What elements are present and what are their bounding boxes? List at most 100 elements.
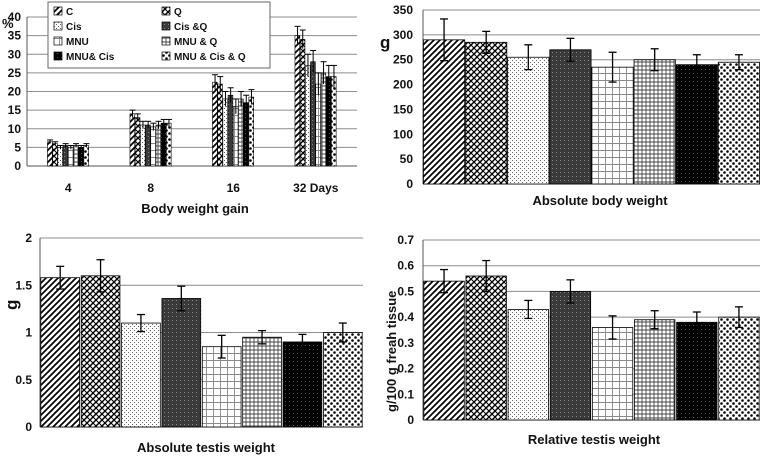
atw-x-axis-label: Absolute testis weight — [137, 440, 276, 455]
gain-y-axis-label: % — [2, 16, 14, 31]
rtw-bar — [507, 309, 549, 421]
gain-bar — [62, 145, 69, 167]
gain-ytick-label: 25 — [8, 66, 22, 80]
rtw-bar — [591, 327, 634, 421]
abw-bar — [675, 64, 718, 185]
gain-ytick-label: 40 — [8, 10, 22, 24]
gain-bar — [47, 141, 53, 167]
gain-bar — [299, 39, 306, 167]
abw-ytick-label: 150 — [393, 102, 413, 116]
abw-ytick-label: 200 — [393, 78, 413, 92]
gain-bar — [155, 124, 162, 167]
abw-bar — [549, 49, 592, 185]
gain-bar — [160, 122, 167, 167]
gain-category-label: 8 — [147, 181, 154, 195]
atw-bar — [323, 332, 363, 428]
atw-ytick-label: 1.5 — [15, 278, 32, 292]
rtw-ytick-label: 0.1 — [397, 387, 414, 401]
abw-ytick-label: 300 — [393, 28, 413, 42]
gain-ytick-label: 20 — [8, 85, 22, 99]
abw-ytick-label: 100 — [393, 127, 413, 141]
atw-bar — [121, 322, 161, 428]
gain-bar — [310, 61, 316, 167]
atw-y-axis-label: g — [2, 300, 21, 310]
abw-bar — [591, 66, 634, 185]
gain-bar — [243, 102, 249, 167]
gain-legend-box — [47, 1, 271, 69]
gain-bar — [325, 76, 332, 167]
gain-legend-label: MNU — [66, 37, 89, 48]
gain-legend-swatch — [161, 6, 171, 16]
gain-bar — [73, 145, 79, 167]
rtw-bar — [465, 275, 507, 421]
gain-ytick-label: 10 — [8, 122, 22, 136]
gain-bar — [166, 122, 172, 167]
gain-category-label: 32 Days — [293, 181, 339, 195]
rtw-ytick-label: 0.4 — [397, 310, 414, 324]
atw-bar — [242, 336, 282, 428]
rtw-ytick-label: 0.2 — [397, 362, 414, 376]
gain-legend-swatch — [161, 21, 171, 31]
gain-bar — [145, 124, 151, 167]
atw-ytick-label: 0 — [25, 420, 32, 434]
rtw-ytick-label: 0.3 — [397, 336, 414, 350]
abw-ytick-label: 50 — [400, 152, 414, 166]
gain-bar — [67, 147, 74, 167]
abw-x-axis-label: Absolute body weight — [532, 193, 668, 208]
gain-bar — [140, 124, 146, 167]
gain-bar — [217, 83, 223, 167]
gain-legend-swatch — [161, 36, 171, 46]
gain-bar — [52, 143, 58, 167]
atw-ytick-label: 0.5 — [15, 373, 32, 387]
gain-bar — [238, 98, 244, 167]
gain-bar — [331, 76, 337, 167]
gain-ytick-label: 0 — [14, 159, 21, 173]
gain-x-axis-label: Body weight gain — [141, 201, 249, 216]
gain-bar — [248, 96, 254, 167]
gain-legend-label: MNU & Cis & Q — [174, 52, 246, 63]
rtw-ytick-label: 0.7 — [397, 233, 414, 247]
rtw-bar — [676, 321, 718, 421]
gain-legend-swatch — [53, 36, 63, 46]
abw-bar — [507, 56, 550, 185]
abw-bar — [633, 59, 676, 185]
gain-bar — [315, 83, 321, 167]
gain-category-label: 4 — [65, 181, 72, 195]
rtw-ytick-label: 0 — [407, 413, 414, 427]
gain-legend-swatch — [53, 51, 63, 61]
gain-legend-label: MNU & Q — [174, 37, 218, 48]
gain-legend-label: Cis &Q — [174, 22, 208, 33]
rtw-ytick-label: 0.5 — [397, 284, 414, 298]
rtw-bar — [718, 316, 760, 421]
rtw-bar — [423, 280, 465, 421]
atw-bar — [80, 275, 121, 428]
atw-ytick-label: 2 — [25, 231, 32, 245]
gain-ytick-label: 30 — [8, 47, 22, 61]
rtw-ytick-label: 0.6 — [397, 259, 414, 273]
abw-ytick-label: 0 — [406, 177, 413, 191]
gain-bar — [294, 35, 301, 167]
rtw-y-axis-label: g/100 g freah tissue — [384, 291, 399, 412]
gain-bar — [83, 145, 89, 167]
gain-bar — [232, 106, 239, 167]
abw-y-axis-label: g — [380, 33, 390, 52]
gain-bar — [212, 81, 218, 167]
gain-bar — [320, 72, 327, 167]
gain-bar — [57, 147, 63, 167]
gain-legend-label: MNU& Cis — [66, 52, 115, 63]
atw-ytick-label: 1 — [25, 326, 32, 340]
abw-bar — [465, 41, 508, 185]
gain-bar — [227, 94, 234, 167]
gain-ytick-label: 35 — [8, 29, 22, 43]
gain-bar — [134, 117, 141, 167]
abw-bar — [423, 39, 466, 185]
gain-category-label: 16 — [227, 181, 241, 195]
gain-ytick-label: 5 — [14, 140, 21, 154]
gain-legend-label: Cis — [66, 22, 82, 33]
rtw-bar — [634, 319, 676, 421]
abw-ytick-label: 250 — [393, 53, 413, 67]
atw-bar — [161, 298, 202, 428]
abw-bar — [717, 61, 760, 185]
atw-bar — [40, 277, 80, 428]
